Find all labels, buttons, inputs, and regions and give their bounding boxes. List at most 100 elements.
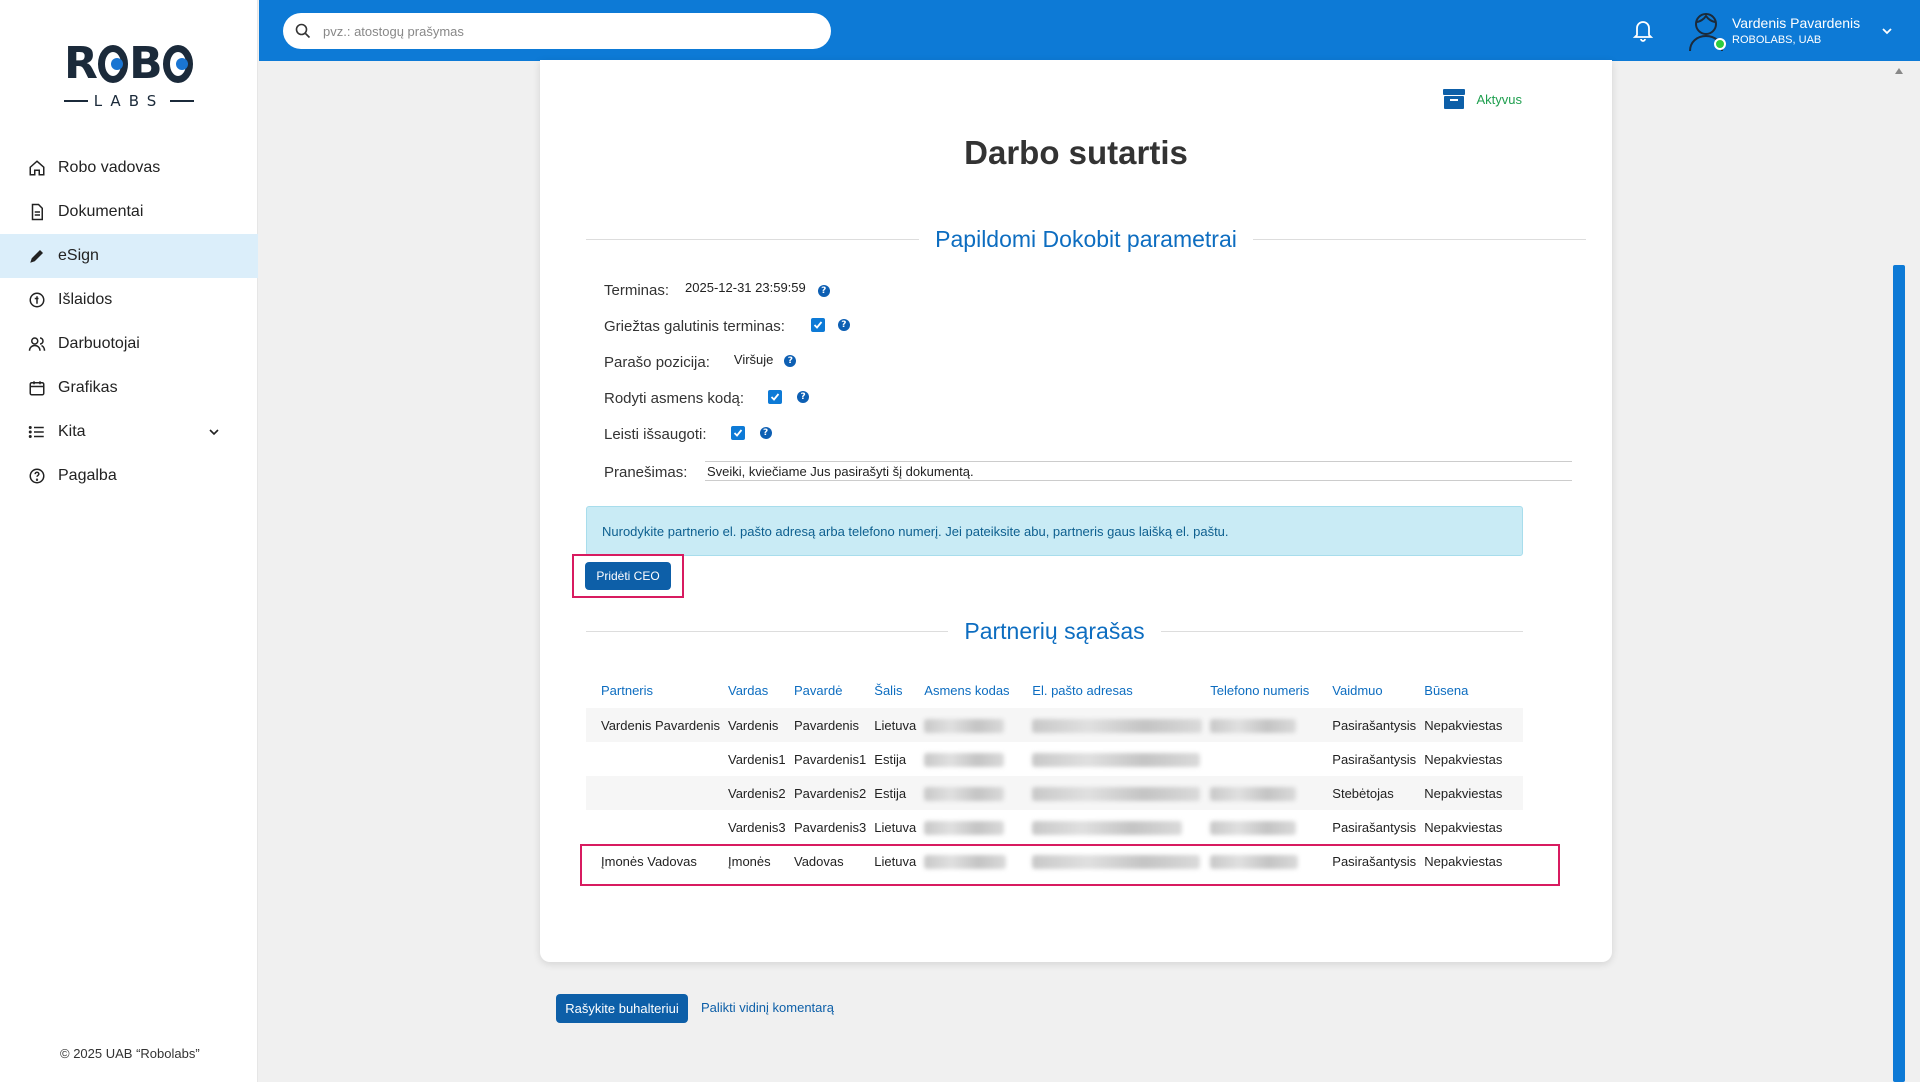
bell-icon[interactable] [1631, 17, 1655, 43]
cell-last-name: Vadovas [794, 853, 844, 869]
cell-status: Nepakviestas [1424, 819, 1503, 835]
table-row[interactable]: Vardenis Pavardenis Vardenis Pavardenis … [586, 708, 1523, 742]
redacted-value [1210, 854, 1299, 869]
archive-icon [1443, 89, 1466, 109]
message-field[interactable]: Sveiki, kviečiame Jus pasirašyti šį doku… [705, 461, 1572, 481]
redacted-value [1032, 752, 1201, 767]
column-header[interactable]: Asmens kodas [924, 682, 1010, 698]
pen-icon [28, 247, 46, 265]
home-icon [28, 159, 46, 177]
redacted-value [924, 820, 1005, 835]
cell-status: Nepakviestas [1424, 853, 1503, 869]
sidebar-item-robo-vadovas[interactable]: Robo vadovas [0, 146, 258, 190]
cell-phone [1202, 742, 1324, 776]
status-indicator: Aktyvus [1442, 88, 1522, 110]
allow-save-checkbox[interactable] [730, 425, 745, 440]
redacted-value [1032, 854, 1201, 869]
write-accountant-button[interactable]: Rašykite buhalteriui [556, 994, 688, 1023]
cell-personal-code [916, 708, 1025, 742]
sidebar-item-grafikas[interactable]: Grafikas [0, 366, 258, 410]
sidebar-item-label: Pagalba [58, 467, 117, 484]
cell-phone [1202, 708, 1325, 742]
column-header[interactable]: Vardas [728, 682, 769, 698]
chevron-down-icon[interactable] [208, 426, 220, 438]
column-header[interactable]: El. pašto adresas [1032, 682, 1133, 698]
status-text: Aktyvus [1476, 91, 1522, 107]
cell-last-name: Pavardenis1 [794, 751, 867, 767]
sidebar-nav: Robo vadovas Dokumentai eSign Išlaidos D… [0, 146, 258, 498]
document-card: Aktyvus Darbo sutartis Papildomi Dokobit… [540, 60, 1612, 962]
show-personal-code-checkbox[interactable] [768, 389, 783, 404]
table-row[interactable]: Vardenis2 Pavardenis2 Estija Stebėtojas … [586, 776, 1523, 810]
column-header[interactable]: Būsena [1424, 682, 1469, 698]
redacted-value [1210, 718, 1297, 733]
help-icon[interactable]: ? [837, 318, 850, 331]
expenses-icon [28, 291, 46, 309]
cell-partner [586, 810, 720, 844]
table-row[interactable]: Įmonės Vadovas Įmonės Vadovas Lietuva Pa… [586, 844, 1523, 878]
help-icon[interactable]: ? [817, 284, 830, 297]
help-icon[interactable]: ? [797, 390, 810, 403]
column-header[interactable]: Pavardė [794, 682, 843, 698]
sidebar-item-esign[interactable]: eSign [0, 234, 258, 278]
cell-first-name: Įmonės [728, 853, 771, 869]
sidebar-item-darbuotojai[interactable]: Darbuotojai [0, 322, 258, 366]
scrollbar-thumb[interactable] [1893, 265, 1905, 1082]
cell-email [1024, 776, 1203, 810]
signature-position-value[interactable]: Viršuje [733, 352, 774, 367]
search-input[interactable] [323, 23, 803, 39]
strict-deadline-checkbox[interactable] [810, 317, 825, 332]
user-name[interactable]: Vardenis Pavardenis [1732, 15, 1861, 31]
chevron-down-icon[interactable] [1880, 24, 1894, 38]
column-header[interactable]: Partneris [601, 682, 654, 698]
cell-email [1024, 844, 1202, 878]
add-ceo-button[interactable]: Pridėti CEO [585, 562, 671, 590]
partners-table: Partneris Vardas Pavardė Šalis Asmens ko… [586, 672, 1523, 878]
sidebar-item-pagalba[interactable]: Pagalba [0, 454, 258, 498]
list-icon [28, 423, 46, 441]
help-icon[interactable]: ? [784, 354, 797, 367]
deadline-label: Terminas: [604, 282, 670, 299]
cell-phone [1202, 776, 1325, 810]
help-icon[interactable]: ? [759, 426, 772, 439]
internal-comment-link[interactable]: Palikti vidinį komentarą [701, 1000, 834, 1015]
scroll-up-arrow-icon[interactable] [1893, 66, 1905, 76]
redacted-value [924, 854, 1007, 869]
strict-deadline-row: Griežtas galutinis terminas: ? [604, 317, 850, 335]
cell-partner: Vardenis Pavardenis [586, 708, 720, 742]
sidebar-item-label: Dokumentai [58, 203, 144, 220]
redacted-value [1032, 786, 1201, 801]
cell-phone [1202, 810, 1324, 844]
table-row[interactable]: Vardenis1 Pavardenis1 Estija Pasirašanty… [586, 742, 1523, 776]
sidebar-item-islaidos[interactable]: Išlaidos [0, 278, 258, 322]
online-status-dot [1714, 38, 1726, 50]
sidebar-item-label: Darbuotojai [58, 335, 140, 352]
cell-role: Pasirašantysis [1332, 751, 1417, 767]
cell-email [1024, 708, 1203, 742]
column-header[interactable]: Vaidmuo [1332, 682, 1383, 698]
redacted-value [924, 786, 1005, 801]
search-box[interactable] [283, 13, 831, 49]
show-personal-code-label: Rodyti asmens kodą: [604, 390, 745, 407]
redacted-value [1210, 786, 1297, 801]
document-icon [28, 203, 46, 221]
users-icon [28, 335, 46, 353]
checkmark-icon [733, 428, 742, 437]
sidebar-item-label: Kita [58, 423, 86, 440]
redacted-value [924, 718, 1005, 733]
redacted-value [1032, 718, 1203, 733]
cell-personal-code [916, 742, 1024, 776]
column-header[interactable]: Telefono numeris [1210, 682, 1310, 698]
deadline-value[interactable]: 2025-12-31 23:59:59 [685, 280, 806, 295]
top-bar: Vardenis Pavardenis ROBOLABS, UAB [259, 0, 1920, 61]
sidebar-item-dokumentai[interactable]: Dokumentai [0, 190, 258, 234]
column-header[interactable]: Šalis [874, 682, 903, 698]
cell-last-name: Pavardenis3 [794, 819, 867, 835]
sidebar-item-kita[interactable]: Kita [0, 410, 258, 454]
cell-country: Estija [866, 776, 917, 810]
cell-personal-code [916, 844, 1024, 878]
cell-first-name: Vardenis2 [720, 776, 786, 810]
table-row[interactable]: Vardenis3 Pavardenis3 Lietuva Pasirašant… [586, 810, 1523, 844]
sidebar-item-label: eSign [58, 247, 99, 264]
